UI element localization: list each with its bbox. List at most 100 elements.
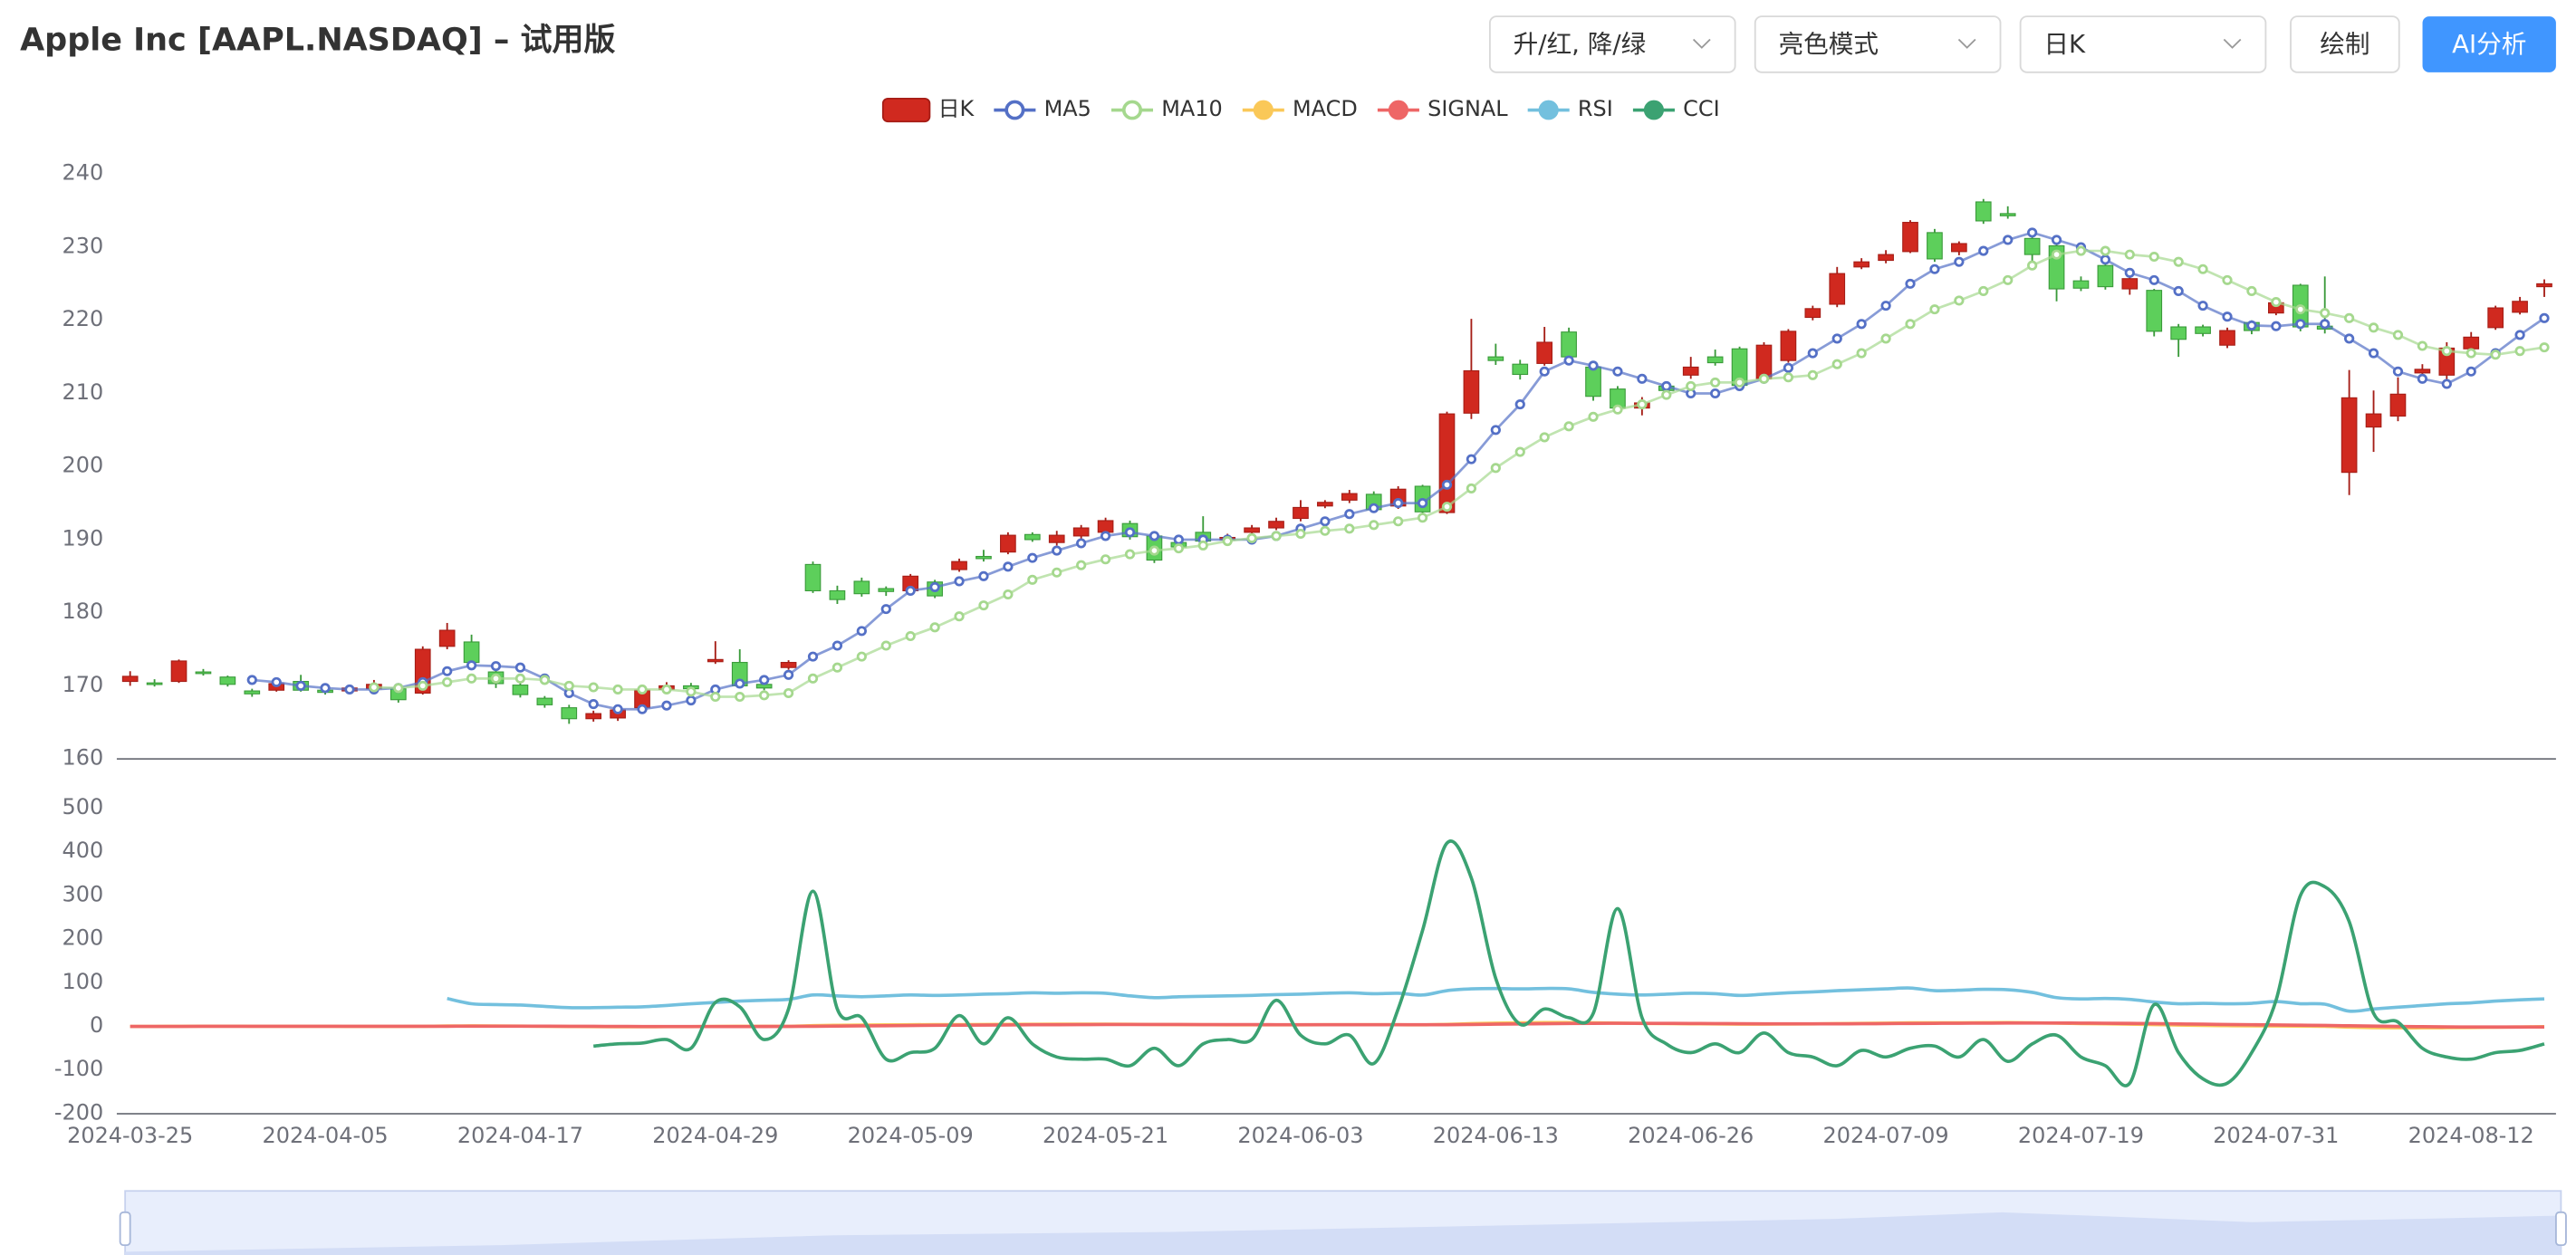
x-tick-label: 2024-06-13 xyxy=(1433,1123,1559,1148)
series-point xyxy=(271,676,282,687)
series-point xyxy=(1588,411,1599,422)
series-point xyxy=(2441,378,2452,389)
series-point xyxy=(978,570,989,581)
series-point xyxy=(1588,360,1599,371)
y-tick-label: 220 xyxy=(62,306,104,331)
series-point xyxy=(466,660,477,671)
series-point xyxy=(612,704,623,714)
series-point xyxy=(1173,534,1184,545)
candle-body xyxy=(2219,330,2235,346)
legend-label: RSI xyxy=(1578,96,1613,121)
legend-icon xyxy=(881,97,931,123)
x-tick-label: 2024-07-31 xyxy=(2213,1123,2339,1148)
candle-body xyxy=(1463,369,1480,414)
chevron xyxy=(2223,38,2242,49)
candle-body xyxy=(1780,331,1797,361)
select-box[interactable] xyxy=(2019,15,2267,73)
series-point xyxy=(1124,527,1136,538)
candle-body xyxy=(1487,356,1504,361)
zoom-handle[interactable] xyxy=(2554,1211,2567,1247)
select-box[interactable] xyxy=(1488,15,1736,73)
select-period[interactable]: 日K xyxy=(2019,15,2267,73)
button-label[interactable]: 绘制 xyxy=(2320,31,2369,59)
candle-body xyxy=(2023,237,2041,255)
candle-body xyxy=(1682,366,1699,376)
legend-item: SIGNAL xyxy=(1377,96,1508,121)
select-label[interactable]: 升/红, 降/绿 xyxy=(1514,31,1647,59)
series-point xyxy=(2271,321,2282,331)
series-point xyxy=(2124,267,2135,278)
series-line xyxy=(593,839,2545,1087)
series-point xyxy=(1686,380,1697,391)
y-tick-label: 180 xyxy=(62,599,104,624)
series-point xyxy=(1003,561,1014,572)
select-box[interactable] xyxy=(1754,15,2002,73)
series-point xyxy=(978,600,989,611)
candle-body xyxy=(219,676,236,685)
legend-label: SIGNAL xyxy=(1427,96,1508,121)
series-point xyxy=(954,611,965,622)
button-label[interactable]: AI分析 xyxy=(2452,31,2526,59)
x-tick-label: 2024-08-12 xyxy=(2408,1123,2534,1148)
legend-icon xyxy=(1004,100,1025,120)
candle-body xyxy=(2072,280,2090,289)
y-tick-label: 240 xyxy=(62,160,104,186)
draw-button[interactable]: 绘制 xyxy=(2290,15,2400,73)
series-point xyxy=(2392,330,2404,340)
select-color[interactable]: 升/红, 降/绿 xyxy=(1488,15,1736,73)
candle-body xyxy=(1293,506,1309,520)
series-point xyxy=(637,704,648,714)
series-point xyxy=(1710,377,1721,388)
y-tick-label: 160 xyxy=(62,745,104,771)
candle-body xyxy=(2365,413,2382,428)
series-point xyxy=(1246,532,1257,543)
series-point xyxy=(1149,531,1160,541)
series-point xyxy=(442,666,453,676)
select-label[interactable]: 亮色模式 xyxy=(1779,31,1879,59)
series-point xyxy=(1393,498,1404,509)
candle-body xyxy=(2097,264,2114,288)
legend-label: MA5 xyxy=(1044,96,1091,121)
series-point xyxy=(2197,263,2208,274)
series-point xyxy=(1539,432,1550,443)
series-point xyxy=(2344,312,2355,323)
series-point xyxy=(1856,348,1867,359)
legend-label: CCI xyxy=(1683,96,1719,121)
candle-body xyxy=(512,685,529,695)
series-point xyxy=(2246,285,2257,296)
button[interactable] xyxy=(2422,16,2556,72)
series-point xyxy=(1954,295,1965,306)
series-point xyxy=(2368,322,2379,333)
series-point xyxy=(1954,256,1965,267)
legend-label: MACD xyxy=(1293,96,1358,121)
button[interactable] xyxy=(2290,15,2400,73)
candle-body xyxy=(561,707,578,720)
legend-item: RSI xyxy=(1527,96,1613,121)
series-point xyxy=(514,662,526,673)
candle-body xyxy=(829,589,846,600)
y2-tick-label: 200 xyxy=(62,925,104,951)
legend-item: MA10 xyxy=(1110,96,1223,121)
candle-body xyxy=(1097,520,1114,533)
ai-button[interactable]: AI分析 xyxy=(2422,16,2556,72)
series-point xyxy=(1417,513,1428,523)
candle-body xyxy=(2341,397,2358,474)
series-point xyxy=(2075,245,2087,256)
candle-body xyxy=(2389,393,2407,417)
candle-body xyxy=(1561,331,1577,358)
data-zoom[interactable] xyxy=(119,1190,2567,1255)
y2-tick-label: 0 xyxy=(90,1012,103,1038)
series-point xyxy=(2173,285,2184,296)
series-point xyxy=(1514,399,1525,410)
candle-body xyxy=(1000,534,1016,553)
legend-item: MA5 xyxy=(994,96,1091,121)
series-point xyxy=(514,673,526,684)
candle-body xyxy=(2512,301,2528,313)
legend-label: MA10 xyxy=(1161,96,1222,121)
select-theme[interactable]: 亮色模式 xyxy=(1754,15,2002,73)
zoom-handle[interactable] xyxy=(119,1211,131,1247)
y-tick-label: 170 xyxy=(62,672,104,697)
series-point xyxy=(2003,235,2014,245)
select-label[interactable]: 日K xyxy=(2043,31,2086,59)
